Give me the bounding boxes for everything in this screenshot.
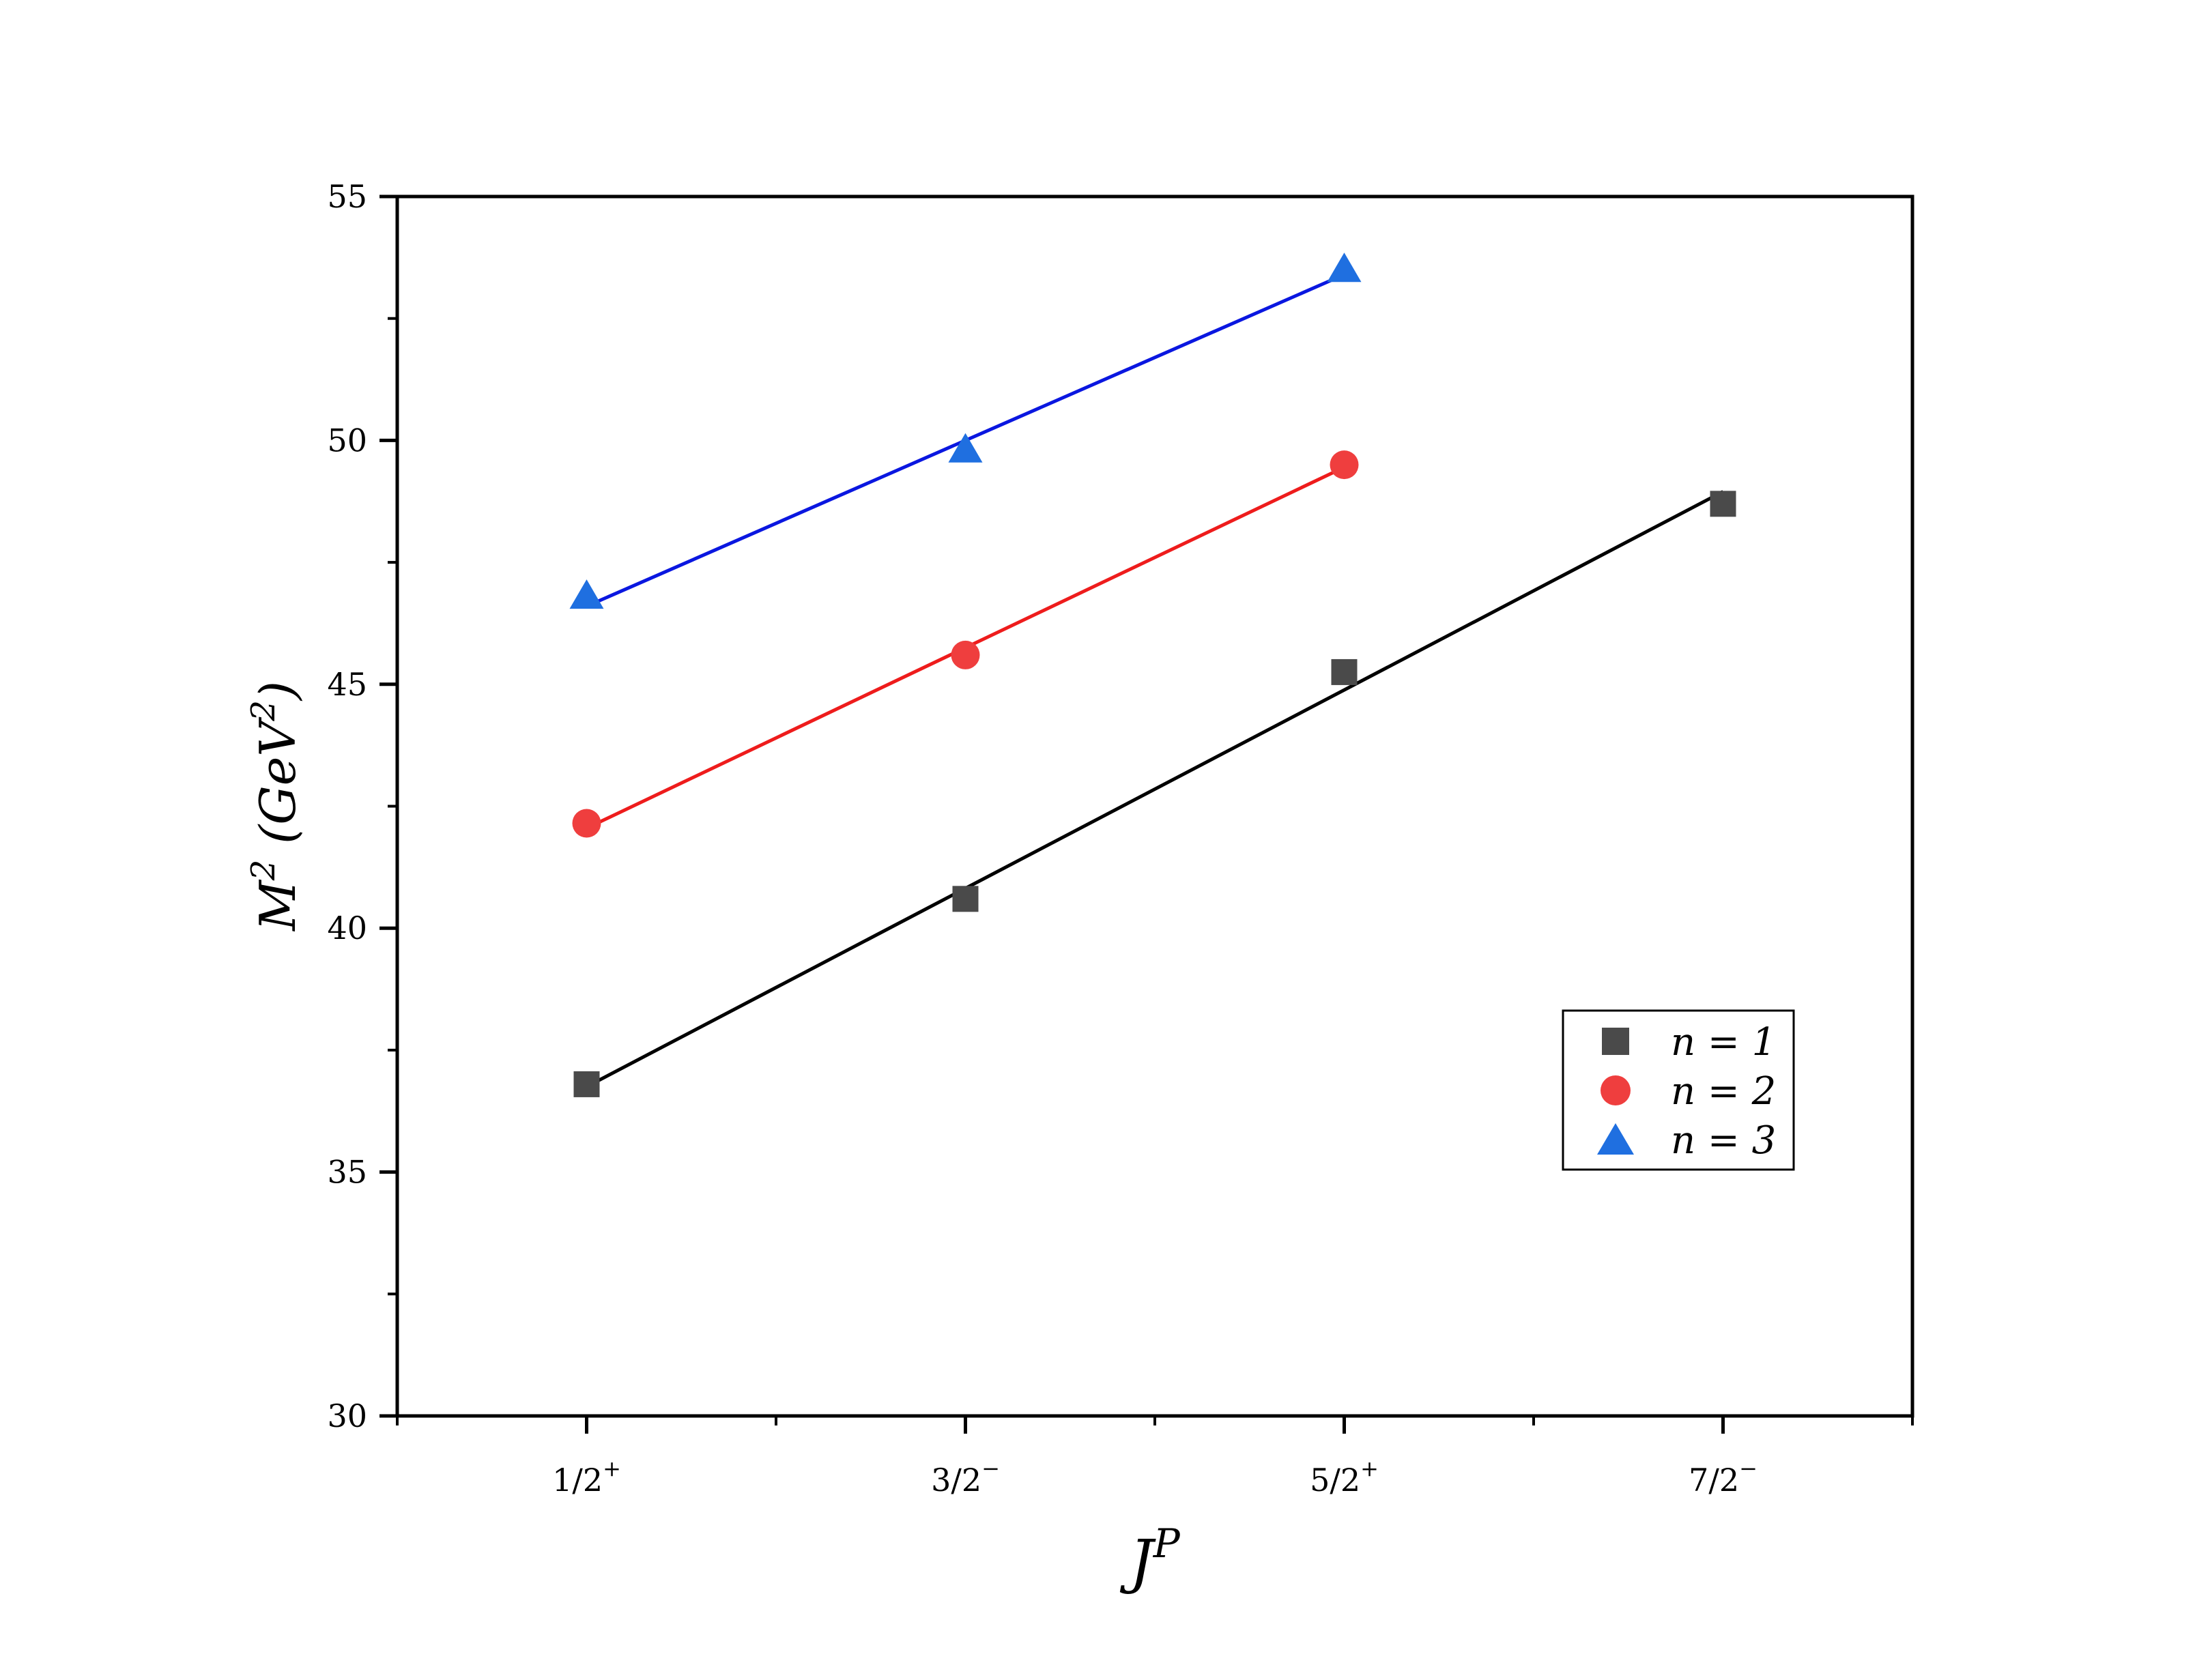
y-axis-title-unit: (GeV [249, 716, 306, 860]
fit-line-series-1 [586, 490, 1724, 1088]
x-tick-label-base: 3/2 [931, 1462, 981, 1498]
y-axis-title-sup: 2 [244, 860, 283, 882]
legend-label-n3: n = 3 [1671, 1118, 1776, 1163]
x-axis-title-sup: P [1153, 1520, 1181, 1567]
plot-frame [395, 194, 1914, 1418]
x-tick-label-sup: + [1360, 1455, 1379, 1481]
x-tick-label-sup: − [981, 1455, 1000, 1481]
x-tick-label-base: 5/2 [1310, 1462, 1360, 1498]
legend: n = 1 n = 2 n = 3 [1562, 1009, 1795, 1171]
legend-marker-n3 [1597, 1123, 1634, 1155]
y-tick-label: 50 [327, 422, 367, 459]
data-point-series-1 [952, 886, 979, 912]
y-axis-title: M2 (GeV2) [244, 681, 306, 932]
legend-marker-n1 [1602, 1028, 1629, 1055]
y-tick-label: 35 [327, 1154, 367, 1191]
data-point-series-1 [573, 1071, 600, 1097]
y-tick-label: 40 [327, 910, 367, 946]
y-axis-title-unit-sup: 2 [244, 700, 283, 722]
x-tick-label-sup: + [603, 1455, 621, 1481]
axis-ticks [379, 194, 1914, 1434]
y-tick-label: 30 [327, 1397, 367, 1434]
data-point-series-1 [1710, 491, 1736, 517]
data-markers [569, 252, 1736, 1097]
legend-label-n1: n = 1 [1671, 1020, 1776, 1065]
y-axis-title-base: M [249, 879, 306, 932]
data-point-series-3 [1327, 252, 1362, 283]
x-tick-label: 5/2+ [1310, 1455, 1379, 1498]
x-tick-label-base: 7/2 [1689, 1462, 1739, 1498]
x-axis-title: JP [1119, 1520, 1180, 1596]
x-tick-label: 1/2+ [552, 1455, 621, 1498]
x-axis-title-base: J [1119, 1528, 1156, 1596]
y-tick-label: 55 [327, 178, 367, 215]
data-point-series-2 [1330, 450, 1359, 480]
x-tick-label: 7/2− [1689, 1455, 1758, 1498]
fit-lines [586, 273, 1724, 1088]
y-tick-label: 45 [327, 666, 367, 703]
legend-label-n2: n = 2 [1671, 1069, 1776, 1114]
y-axis-title-unit-close: ) [249, 681, 306, 701]
data-point-series-2 [572, 809, 601, 838]
x-tick-label-base: 1/2 [552, 1462, 603, 1498]
x-tick-label-sup: − [1739, 1455, 1758, 1481]
data-point-series-1 [1331, 658, 1358, 685]
data-point-series-2 [951, 640, 980, 669]
data-point-series-3 [569, 579, 604, 609]
data-point-series-3 [948, 433, 983, 463]
x-tick-label: 3/2− [931, 1455, 1000, 1498]
legend-marker-n2 [1601, 1075, 1631, 1105]
